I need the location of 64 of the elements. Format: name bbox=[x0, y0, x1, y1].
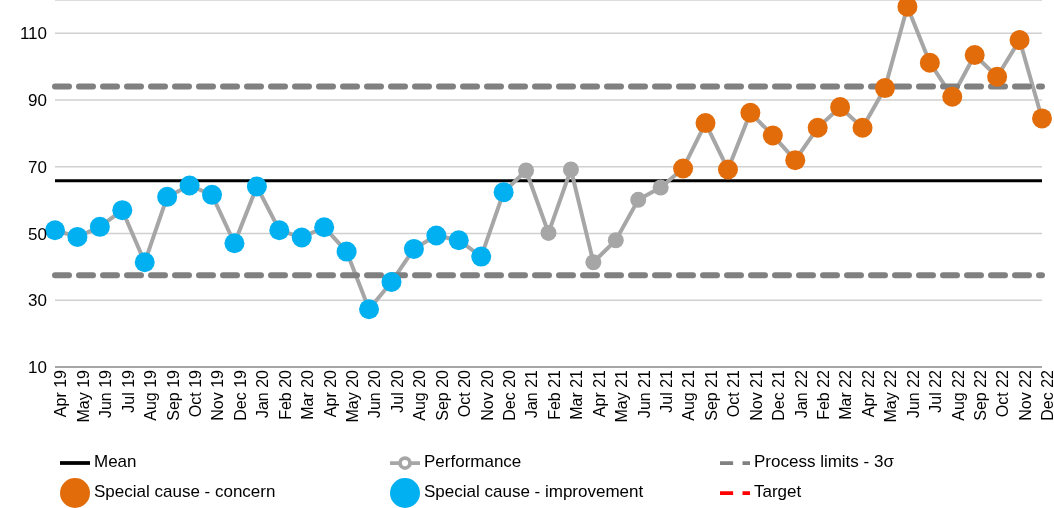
x-tick-label: Mar 20 bbox=[299, 369, 317, 420]
y-tick-label: 90 bbox=[28, 91, 47, 111]
x-tick-label: May 21 bbox=[613, 369, 631, 423]
x-tick-label: Oct 22 bbox=[994, 369, 1012, 418]
x-tick-label: Mar 21 bbox=[568, 369, 586, 420]
point bbox=[607, 232, 624, 249]
y-tick-label: 50 bbox=[28, 224, 47, 244]
y-tick-label: 70 bbox=[28, 157, 47, 177]
x-tick-label: Nov 19 bbox=[209, 369, 227, 421]
x-tick-label: Aug 21 bbox=[680, 369, 698, 421]
point bbox=[518, 162, 535, 179]
x-tick-label: Jan 21 bbox=[523, 369, 541, 419]
x-tick-label: Mar 22 bbox=[837, 369, 855, 420]
x-tick-label: Nov 22 bbox=[1016, 369, 1034, 421]
point bbox=[630, 191, 647, 208]
x-tick-label: Apr 22 bbox=[859, 369, 877, 418]
x-tick-label: Aug 20 bbox=[411, 369, 429, 421]
x-tick-label: Jul 20 bbox=[388, 369, 406, 413]
y-tick-label: 110 bbox=[19, 24, 47, 44]
y-tick-label: 30 bbox=[28, 291, 47, 311]
x-tick-label: May 22 bbox=[882, 369, 900, 423]
x-tick-label: Apr 20 bbox=[321, 369, 339, 418]
x-tick-label: May 20 bbox=[343, 369, 361, 423]
x-tick-label: Aug 22 bbox=[949, 369, 967, 421]
y-tick-label: 10 bbox=[28, 358, 47, 378]
x-tick-label: Jul 21 bbox=[658, 369, 676, 413]
x-tick-label: Feb 21 bbox=[545, 369, 563, 420]
x-tick-label: Jul 22 bbox=[927, 369, 945, 413]
x-tick-label: Sep 22 bbox=[972, 369, 990, 421]
x-tick-label: Oct 20 bbox=[456, 369, 474, 418]
x-tick-label: Nov 21 bbox=[747, 369, 765, 421]
legend-label: Process limits - 3σ bbox=[754, 452, 894, 472]
legend-label: Mean bbox=[94, 452, 137, 472]
x-tick-label: Jan 20 bbox=[254, 369, 272, 419]
x-tick-label: Jan 22 bbox=[792, 369, 810, 419]
point bbox=[652, 179, 669, 196]
x-tick-label: Sep 21 bbox=[702, 369, 720, 421]
x-tick-label: Jun 20 bbox=[366, 369, 384, 419]
legend-label: Special cause - concern bbox=[94, 482, 276, 502]
point bbox=[540, 224, 557, 241]
x-tick-label: Jun 19 bbox=[97, 369, 115, 419]
x-tick-label: Feb 22 bbox=[815, 369, 833, 420]
x-tick-label: Nov 20 bbox=[478, 369, 496, 421]
x-tick-label: Dec 22 bbox=[1039, 369, 1054, 421]
x-tick-label: May 19 bbox=[74, 369, 92, 423]
x-tick-label: Dec 20 bbox=[501, 369, 518, 421]
x-tick-label: Dec 21 bbox=[770, 369, 788, 421]
point bbox=[562, 161, 579, 178]
x-tick-label: Jul 19 bbox=[119, 369, 137, 413]
x-tick-label: Jun 22 bbox=[904, 369, 922, 419]
legend-label: Target bbox=[754, 482, 802, 502]
legend-label: Performance bbox=[424, 452, 522, 472]
x-tick-label: Apr 21 bbox=[590, 369, 608, 418]
x-tick-label: Sep 19 bbox=[164, 369, 182, 421]
x-tick-label: Oct 19 bbox=[186, 369, 204, 418]
x-tick-label: Oct 21 bbox=[725, 369, 743, 418]
x-tick-label: Feb 20 bbox=[276, 369, 294, 420]
x-tick-label: Sep 20 bbox=[433, 369, 451, 421]
x-tick-label: Dec 19 bbox=[231, 369, 249, 421]
x-tick-label: Apr 19 bbox=[52, 369, 70, 418]
x-tick-label: Aug 19 bbox=[142, 369, 160, 421]
x-tick-label: Jun 21 bbox=[635, 369, 653, 419]
legend-label: Special cause - improvement bbox=[424, 482, 644, 502]
point bbox=[585, 254, 602, 271]
